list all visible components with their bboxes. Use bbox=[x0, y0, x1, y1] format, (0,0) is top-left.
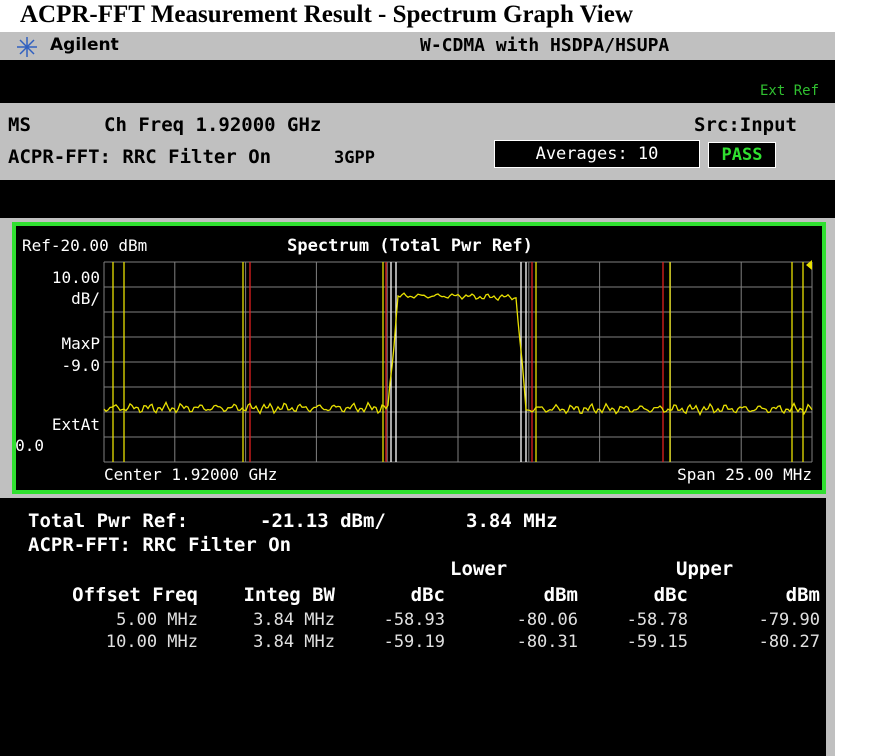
ch-freq: Ch Freq 1.92000 GHz bbox=[104, 114, 322, 136]
total-label: Total Pwr Ref: bbox=[28, 510, 189, 532]
message-bar bbox=[0, 180, 835, 218]
ext-label: ExtAt bbox=[52, 415, 100, 434]
pass-indicator: PASS bbox=[708, 142, 776, 168]
mode: W-CDMA with HSDPA/HSUPA bbox=[420, 35, 670, 56]
table-cell: -79.90 bbox=[758, 610, 820, 630]
brand: Agilent bbox=[50, 35, 119, 55]
table-cell: -58.78 bbox=[626, 610, 688, 630]
spectrum-trace bbox=[103, 292, 813, 417]
column-header: Integ BW bbox=[243, 584, 335, 606]
table-cell: -59.15 bbox=[626, 632, 688, 652]
spectrum-graph: Ref-20.00 dBm Spectrum (Total Pwr Ref) 1… bbox=[15, 236, 813, 484]
ms: MS bbox=[8, 114, 31, 136]
table-cell: 3.84 MHz bbox=[253, 610, 335, 630]
table-cell: -80.06 bbox=[516, 610, 578, 630]
level: -9.0 bbox=[61, 356, 100, 375]
ext-ref: Ext Ref bbox=[760, 83, 820, 99]
averages: Averages: 10 bbox=[494, 140, 700, 168]
column-header: dBc bbox=[653, 584, 688, 606]
table-cell: 5.00 MHz bbox=[116, 610, 198, 630]
markers bbox=[112, 262, 804, 462]
column-header: dBm bbox=[543, 584, 578, 606]
column-header: dBc bbox=[410, 584, 445, 606]
agilent-logo bbox=[17, 37, 37, 57]
detector: MaxP bbox=[61, 334, 100, 353]
total-power: -21.13 dBm/ bbox=[260, 510, 386, 532]
graph-title: Spectrum (Total Pwr Ref) bbox=[287, 236, 533, 256]
lower-header: Lower bbox=[450, 558, 508, 580]
status-bar bbox=[0, 60, 835, 103]
source: Src:Input bbox=[694, 114, 797, 136]
results-panel bbox=[0, 498, 826, 756]
ref-level: Ref-20.00 dBm bbox=[22, 236, 147, 255]
upper-header: Upper bbox=[676, 558, 734, 580]
table-cell: 3.84 MHz bbox=[253, 632, 335, 652]
table-cell: -80.31 bbox=[516, 632, 578, 652]
table-cell: -59.19 bbox=[383, 632, 445, 652]
ref-marker bbox=[806, 260, 812, 270]
table-cell: -80.27 bbox=[758, 632, 820, 652]
ext-value: 0.0 bbox=[15, 436, 44, 455]
scale: 10.00 bbox=[52, 268, 100, 287]
grid bbox=[103, 261, 813, 463]
page-title: ACPR-FFT Measurement Result - Spectrum G… bbox=[20, 1, 633, 28]
filter: ACPR-FFT: RRC Filter On bbox=[8, 146, 272, 168]
center-freq: Center 1.92000 GHz bbox=[104, 465, 277, 484]
standard: 3GPP bbox=[334, 148, 375, 168]
column-header: dBm bbox=[785, 584, 820, 606]
total-bw: 3.84 MHz bbox=[466, 510, 558, 532]
results-filter: ACPR-FFT: RRC Filter On bbox=[28, 534, 292, 556]
table-cell: 10.00 MHz bbox=[105, 632, 198, 652]
scale-unit: dB/ bbox=[71, 289, 100, 308]
graph-panel bbox=[12, 222, 826, 494]
span: Span 25.00 MHz bbox=[677, 465, 812, 484]
table-cell: -58.93 bbox=[383, 610, 445, 630]
column-header: Offset Freq bbox=[72, 584, 198, 606]
instrument-screen: Agilent W-CDMA with HSDPA/HSUPA Ext Ref … bbox=[0, 32, 835, 756]
